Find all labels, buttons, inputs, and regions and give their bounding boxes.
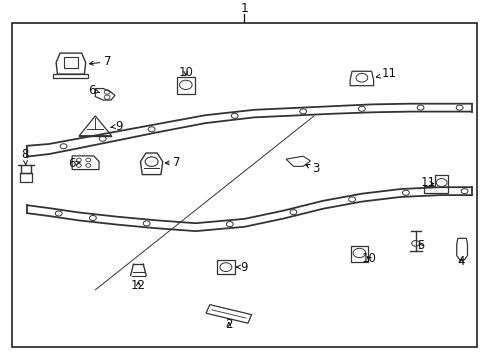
Text: 9: 9: [111, 120, 122, 132]
Bar: [217, 260, 234, 274]
Bar: [350, 246, 367, 262]
Polygon shape: [53, 74, 88, 78]
Text: 4: 4: [457, 255, 465, 268]
Bar: [63, 58, 78, 68]
Text: 9: 9: [236, 261, 248, 274]
Text: 5: 5: [416, 239, 424, 252]
Polygon shape: [424, 175, 447, 193]
Text: 8: 8: [21, 148, 29, 166]
Text: 11: 11: [420, 176, 435, 189]
Text: 10: 10: [178, 66, 193, 78]
Text: 7: 7: [165, 156, 181, 169]
Polygon shape: [456, 238, 467, 260]
Polygon shape: [79, 116, 111, 136]
Polygon shape: [95, 89, 115, 100]
Text: 1: 1: [240, 3, 248, 15]
Polygon shape: [349, 71, 373, 86]
Bar: [177, 77, 194, 94]
Polygon shape: [285, 156, 310, 166]
Polygon shape: [56, 53, 85, 74]
Text: 11: 11: [376, 67, 395, 80]
Bar: [20, 173, 32, 182]
Text: 6: 6: [68, 157, 80, 170]
Text: 2: 2: [224, 318, 232, 331]
Text: 7: 7: [89, 55, 111, 68]
Text: 6: 6: [87, 84, 99, 96]
Polygon shape: [72, 156, 99, 170]
Text: 3: 3: [305, 162, 319, 175]
Polygon shape: [140, 153, 163, 175]
Text: 10: 10: [361, 252, 376, 265]
Polygon shape: [205, 305, 251, 323]
Text: 12: 12: [131, 279, 145, 292]
